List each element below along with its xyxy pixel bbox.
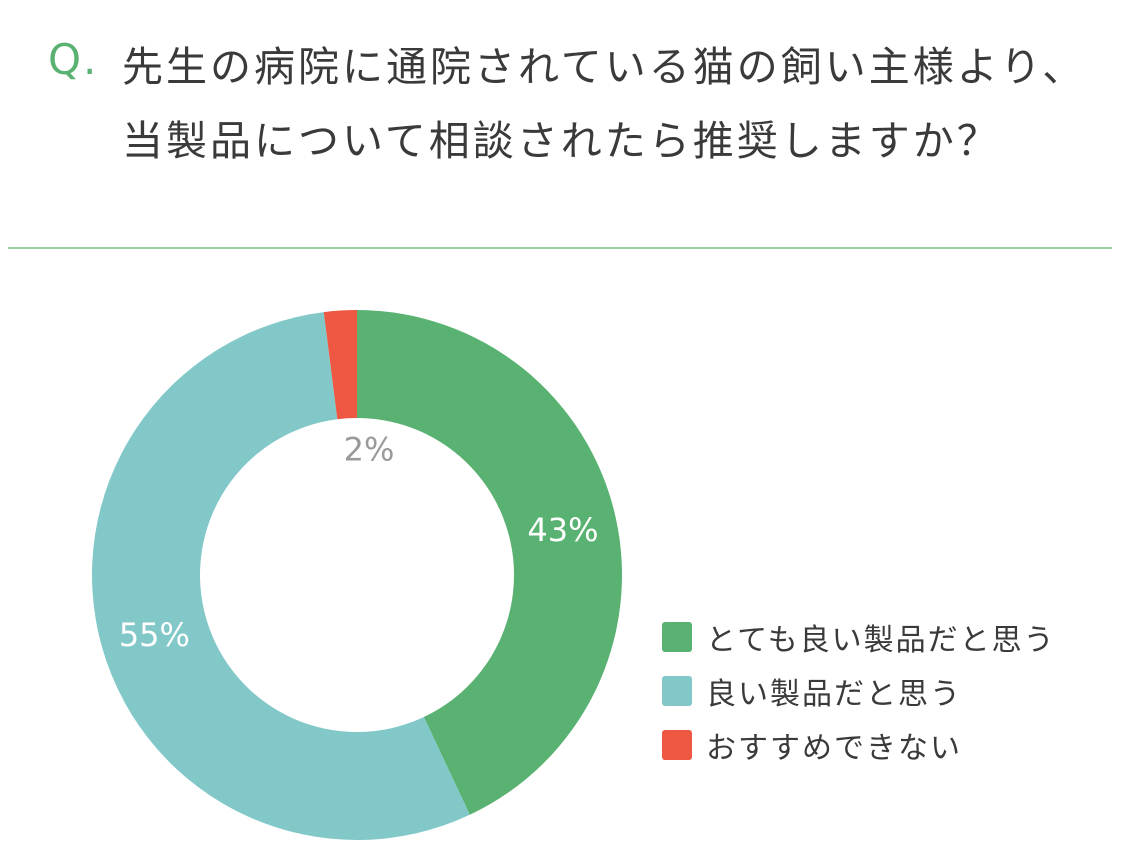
- slice-very-good: [357, 310, 623, 815]
- chart-legend: とても良い製品だと思う 良い製品だと思う おすすめできない: [662, 610, 1056, 772]
- legend-swatch-good: [662, 676, 692, 706]
- legend-label-not-recommended: おすすめできない: [706, 731, 962, 766]
- legend-item-very-good: とても良い製品だと思う: [662, 610, 1056, 664]
- legend-item-not-recommended: おすすめできない: [662, 718, 1056, 772]
- value-label-not-recommended: 2%: [344, 430, 395, 468]
- legend-label-good: 良い製品だと思う: [706, 677, 962, 712]
- question-mark: Q.: [48, 35, 99, 84]
- slice-not-recommended: [323, 310, 357, 420]
- value-label-very-good: 43%: [527, 511, 598, 549]
- legend-item-good: 良い製品だと思う: [662, 664, 1056, 718]
- slice-good: [92, 312, 470, 840]
- divider: [8, 247, 1112, 249]
- legend-swatch-not-recommended: [662, 730, 692, 760]
- question-text: 先生の病院に通院されている猫の飼い主様より、当製品について相談されたら推奨します…: [122, 43, 1087, 165]
- legend-label-very-good: とても良い製品だと思う: [706, 623, 1056, 658]
- legend-swatch-very-good: [662, 622, 692, 652]
- value-label-good: 55%: [119, 616, 190, 654]
